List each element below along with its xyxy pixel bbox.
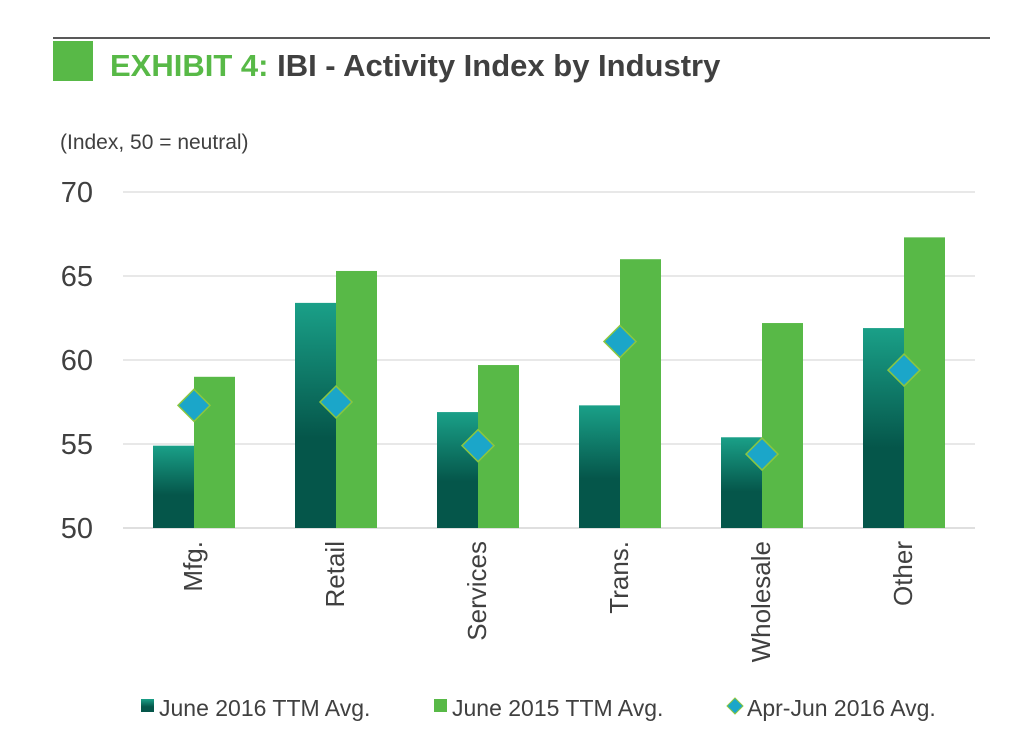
legend-swatch-apr-jun-2016: [726, 697, 744, 715]
y-axis-label: (Index, 50 = neutral): [60, 131, 249, 154]
grid: [123, 191, 975, 529]
page-title: EXHIBIT 4: IBI - Activity Index by Indus…: [110, 48, 721, 83]
marker-apr-jun-2016: [318, 384, 354, 420]
legend-label-june-2016: June 2016 TTM Avg.: [159, 695, 370, 721]
marker-apr-jun-2016: [886, 353, 922, 388]
exhibit-label: EXHIBIT 4:: [110, 48, 268, 83]
marker-apr-jun-2016: [460, 428, 496, 463]
bar-june-2015-ttm: [762, 323, 803, 528]
legend-label-june-2015: June 2015 TTM Avg.: [452, 695, 663, 721]
marker-apr-jun-2016: [744, 437, 780, 472]
x-tick-label: Retail: [320, 541, 350, 607]
legend: June 2016 TTM Avg. June 2015 TTM Avg. Apr-…: [141, 695, 936, 721]
legend-swatch-june-2016: [141, 699, 154, 712]
x-tick-label: Services: [462, 541, 492, 641]
bar-june-2016-ttm: [437, 412, 478, 528]
bar-june-2016-ttm: [295, 302, 336, 528]
bar-june-2016-ttm: [579, 405, 620, 528]
bar-june-2016-ttm: [863, 328, 904, 528]
y-tick-labels: 50 55 60 65 70: [61, 177, 93, 545]
x-tick-label: Mfg.: [178, 541, 208, 592]
title-text: IBI - Activity Index by Industry: [268, 48, 721, 83]
y-tick-label: 70: [61, 177, 93, 209]
markers: [176, 324, 922, 472]
x-tick-label: Wholesale: [746, 541, 776, 662]
y-tick-label: 60: [61, 345, 93, 377]
x-tick-labels: Mfg. Retail Services Trans. Wholesale Other: [178, 541, 918, 663]
marker-apr-jun-2016: [602, 324, 638, 359]
bars: [153, 237, 945, 529]
bar-june-2015-ttm: [620, 259, 661, 528]
bar-june-2015-ttm: [904, 237, 945, 529]
y-tick-label: 50: [61, 513, 93, 545]
legend-swatch-june-2015: [434, 699, 447, 712]
x-tick-label: Other: [888, 541, 918, 606]
bar-june-2016-ttm: [153, 445, 194, 528]
marker-apr-jun-2016: [176, 388, 212, 423]
legend-label-apr-jun-2016: Apr-Jun 2016 Avg.: [747, 695, 936, 721]
header-accent-block: [53, 41, 93, 81]
x-tick-label: Trans.: [604, 541, 634, 614]
y-tick-label: 65: [61, 261, 93, 293]
y-tick-label: 55: [61, 429, 93, 461]
